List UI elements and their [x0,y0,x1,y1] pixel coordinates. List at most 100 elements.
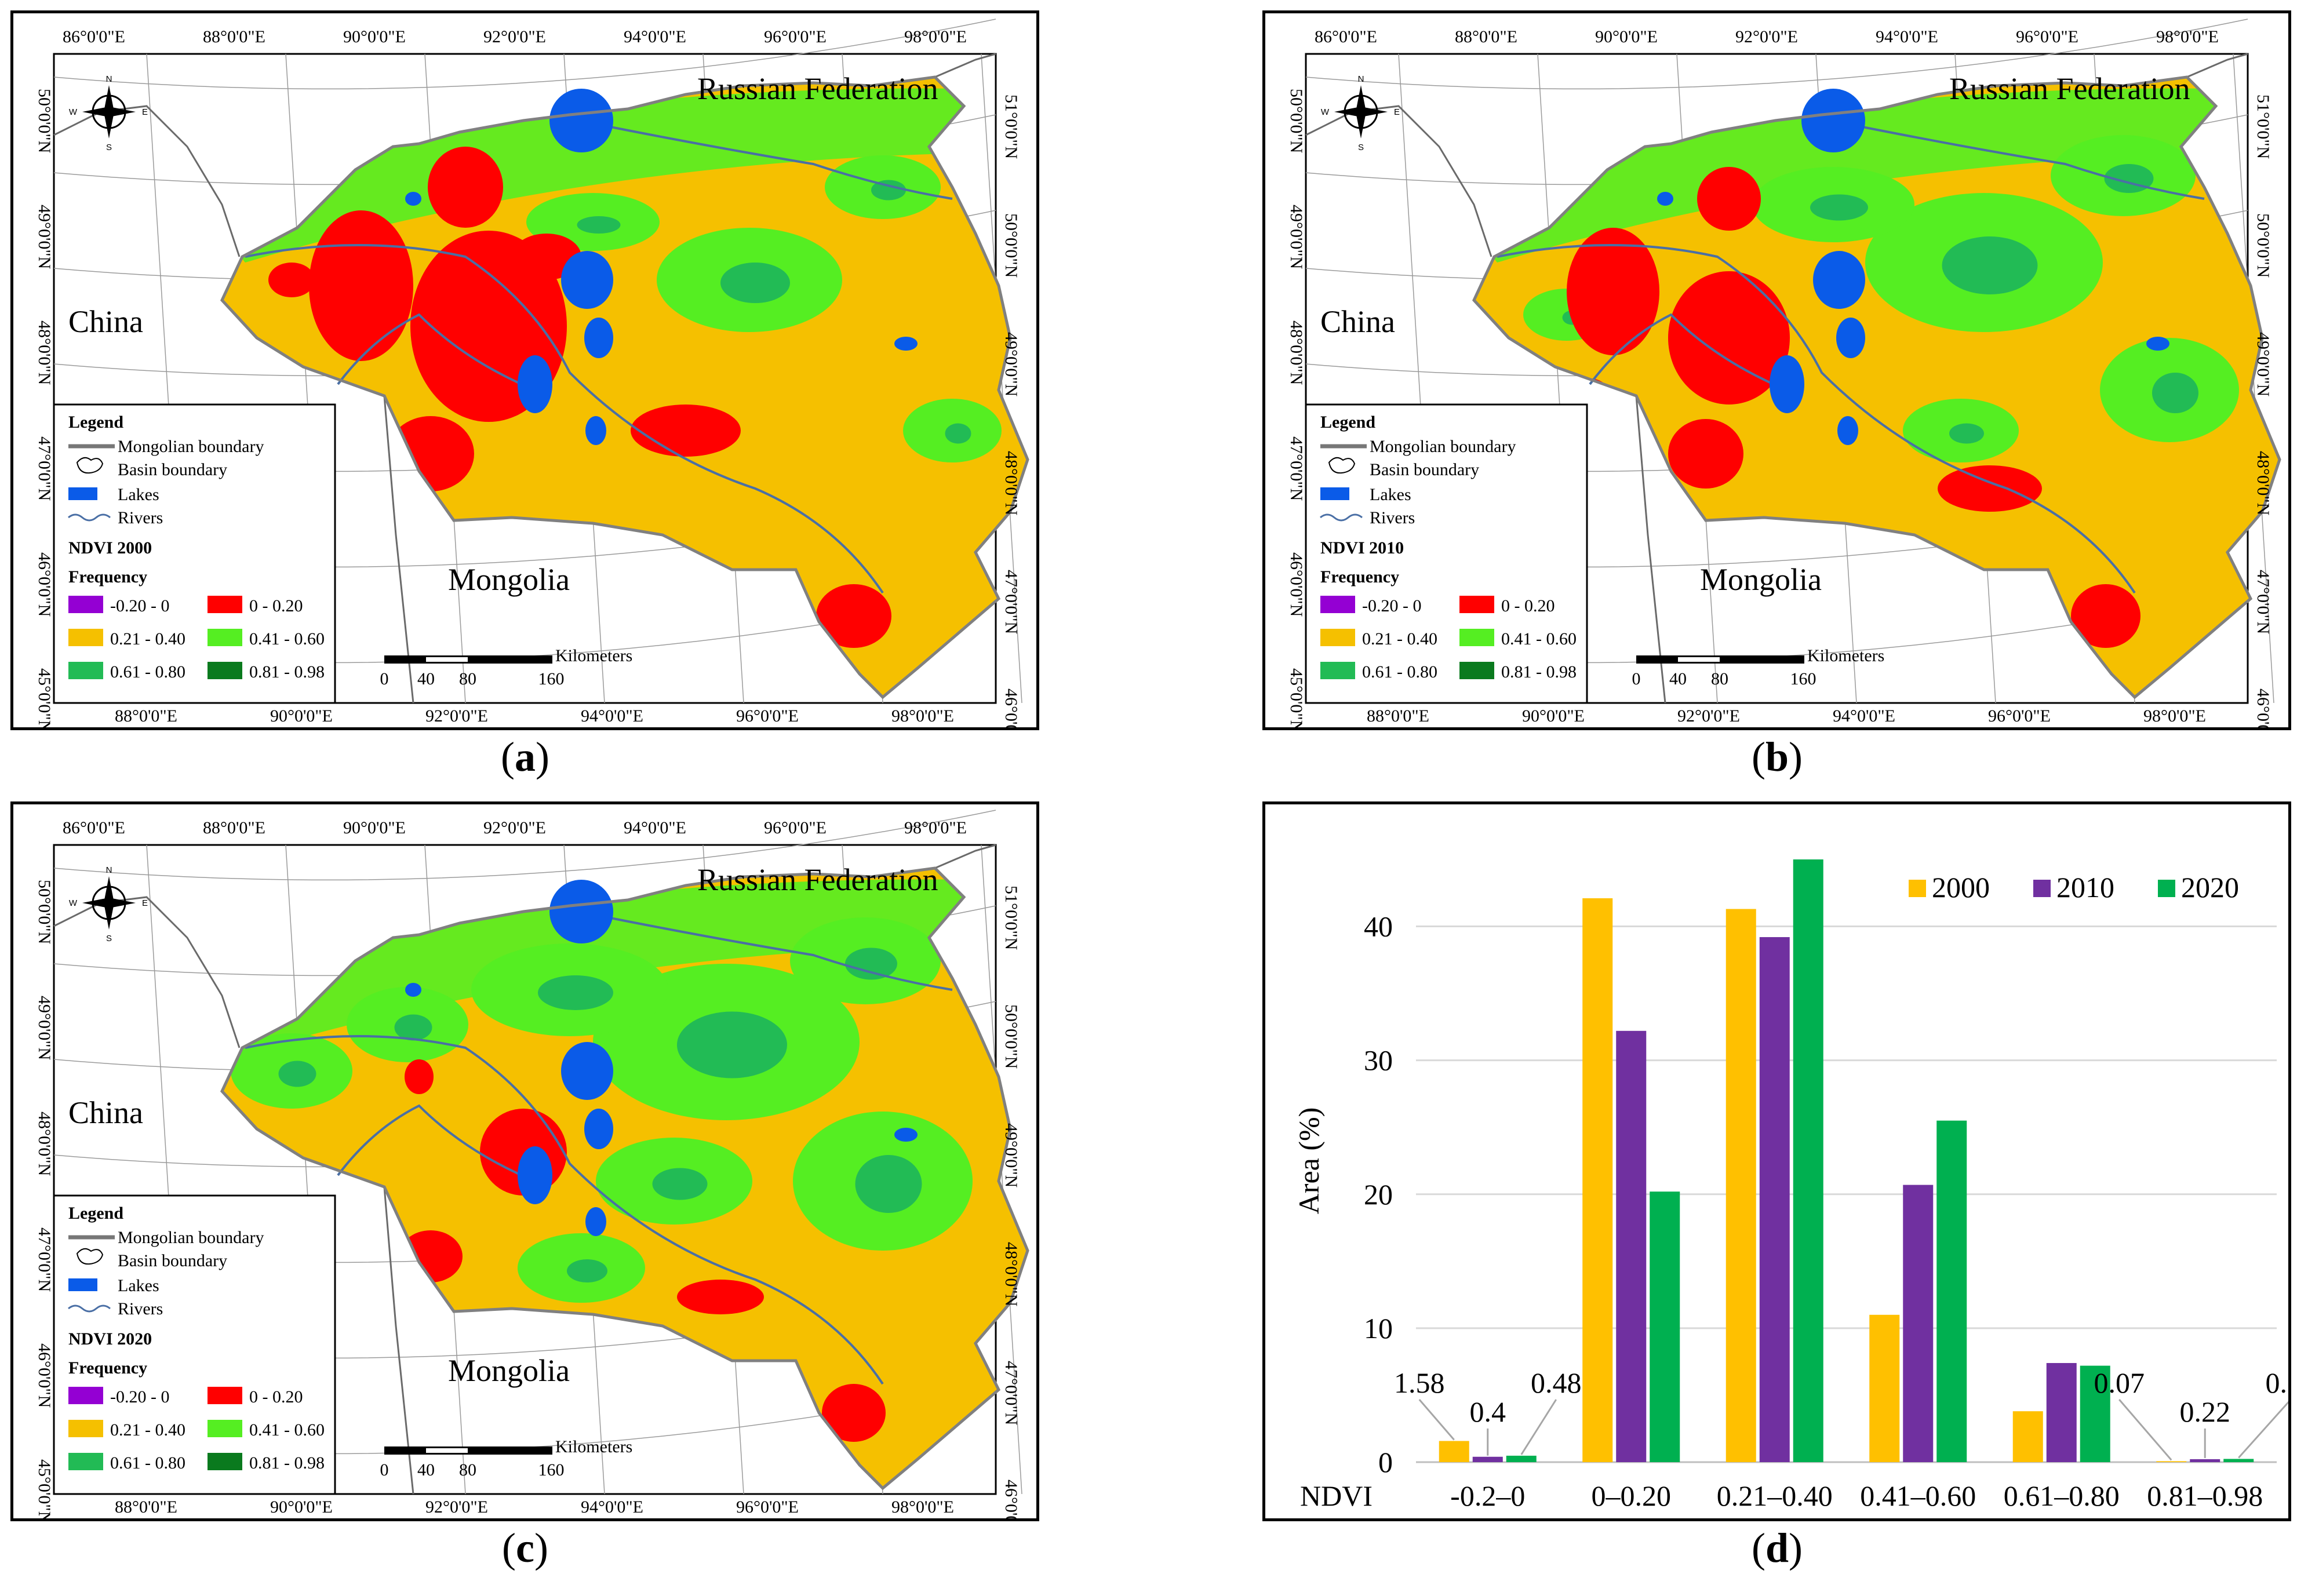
west-label: W [1321,107,1330,117]
river-line [245,244,884,594]
ndvi-class-swatch [207,1453,242,1470]
legend-mongolian-boundary: Mongolian boundary [1370,437,1516,456]
scale-bar-unit: Kilometers [555,646,632,665]
bar-2020 [1506,1455,1537,1462]
bar-2010 [1903,1185,1934,1462]
lake [549,89,613,152]
lake [518,1146,552,1204]
longitude-label: 94°0'0"E [1833,706,1895,726]
latitude-label: 50°0'0"N [1287,89,1306,153]
ndvi-class-0-0.20-patch [428,147,503,228]
category-label: 0.21–0.40 [1717,1480,1833,1512]
longitude-label: 90°0'0"E [270,1497,333,1517]
scale-bar: Kilometers 0 40 80 160 [380,646,633,688]
latitude-label: 46°0'0"N [1002,688,1021,727]
ndvi-class-swatch [207,596,242,613]
map-legend: Legend Mongolian boundary Basin boundary La… [1305,403,1588,704]
scale-bar-tick: 40 [417,1460,435,1480]
longitude-label: 92°0'0"E [1735,27,1798,46]
legend-rivers: Rivers [118,1299,163,1318]
latitude-label: 47°0'0"N [35,436,54,501]
longitude-label: 90°0'0"E [1595,27,1658,46]
longitude-label: 92°0'0"E [1677,706,1740,726]
lakes-swatch [1320,487,1349,500]
legend-title: Legend [68,413,123,432]
lake [585,416,606,445]
bar-2010 [2046,1362,2077,1462]
longitude-label: 98°0'0"E [891,706,954,726]
north-arrow-icon: N E S W [69,865,148,943]
latitude-label: 47°0'0"N [1002,570,1021,634]
ndvi-class-swatch [1320,662,1355,679]
longitude-label: 96°0'0"E [736,1497,799,1517]
caption-b: (b) [1751,734,1803,780]
rivers [245,122,953,594]
ndvi-class-0.61-0.80-patch [1810,194,1868,221]
latitude-label: 48°0'0"N [35,320,54,385]
category-label: 0–0.20 [1592,1480,1672,1512]
lake [1836,318,1865,358]
longitude-label: 88°0'0"E [115,1497,177,1517]
ndvi-class-swatch [1459,629,1494,646]
river-line [1589,313,1788,391]
caption-c: (c) [502,1525,548,1571]
ndvi-class-label: 0.21 - 0.40 [110,629,185,648]
latitude-label: 49°0'0"N [1287,205,1306,269]
scale-bar-unit: Kilometers [1807,646,1884,665]
bar-2020 [1650,1191,1680,1462]
ndvi-class-0-0.20-patch [309,210,413,361]
ndvi-class-swatch [68,1453,103,1470]
south-label: S [106,934,112,943]
ndvi-class-0.61-0.80-patch [855,1155,922,1213]
latitude-label: 48°0'0"N [2254,451,2273,515]
legend-basin-boundary: Basin boundary [1370,460,1479,479]
basin-boundary-line [220,75,1029,699]
river-line [337,313,536,391]
latitude-label: 46°0'0"N [35,1343,54,1408]
river-line [337,1104,536,1182]
ndvi-class-label: 0.81 - 0.98 [1501,662,1577,682]
longitude-label: 94°0'0"E [1876,27,1938,46]
latitude-label: 51°0'0"N [1002,886,1021,950]
longitude-label: 98°0'0"E [2156,27,2219,46]
ndvi-area-bar-chart: 0 10 20 30 40 Area (%) NDVI -0.2–0 0–0.20 0.21–0.… [1293,859,2288,1512]
latitude-label: 47°0'0"N [1002,1361,1021,1425]
ndvi-class-swatch [68,629,103,646]
bar-2020 [2223,1459,2254,1462]
ndvi-class-label: 0.81 - 0.98 [249,1453,325,1473]
legend-swatch [2158,880,2175,897]
ndvi-class-0-0.20-patch [1567,228,1659,355]
legend-mongolian-boundary: Mongolian boundary [118,437,264,456]
ndvi-class-0.61-0.80-patch [577,216,621,234]
river-line [1844,122,2205,200]
basin-boundary-swatch [76,1248,104,1265]
east-label: E [142,898,148,908]
ndvi-class-0.61-0.80-patch [677,1011,787,1078]
basin-boundary-swatch [1328,457,1356,474]
ndvi-raster [222,77,1028,697]
ndvi-class-0-0.20-patch [677,1280,764,1314]
ndvi-class-0-0.20-patch [2071,584,2140,648]
rivers [245,913,953,1385]
country-label-china: China [1320,304,1395,339]
ndvi-class-0-0.20-patch [268,263,315,297]
lake [561,1042,613,1100]
lake [894,1128,918,1142]
ndvi-class-0.61-0.80-patch [652,1168,708,1200]
north-arrow-icon: N E S W [69,74,148,152]
ndvi-class-swatch [1320,629,1355,646]
ndvi-map-2020-panel: 86°0'0"E 88°0'0"E 90°0'0"E 92°0'0"E 94°0'0"E… [10,801,1039,1521]
category-label: 0.41–0.60 [1860,1480,1976,1512]
russia-border-line [934,844,996,869]
latitude-line [1305,19,2248,90]
legend-ndvi-title: NDVI 2020 [68,1329,152,1349]
east-label: E [142,107,148,117]
russia-border-line [2186,53,2248,78]
latitude-label: 49°0'0"N [35,205,54,269]
legend-lakes: Lakes [118,1276,159,1295]
lake [518,355,552,413]
y-tick-label: 40 [1364,910,1393,943]
scale-bar-tick: 80 [1711,669,1728,688]
ndvi-map: 86°0'0"E 88°0'0"E 90°0'0"E 92°0'0"E 94°0'0"E… [35,19,1029,727]
scale-bar-tick: 0 [380,669,389,688]
